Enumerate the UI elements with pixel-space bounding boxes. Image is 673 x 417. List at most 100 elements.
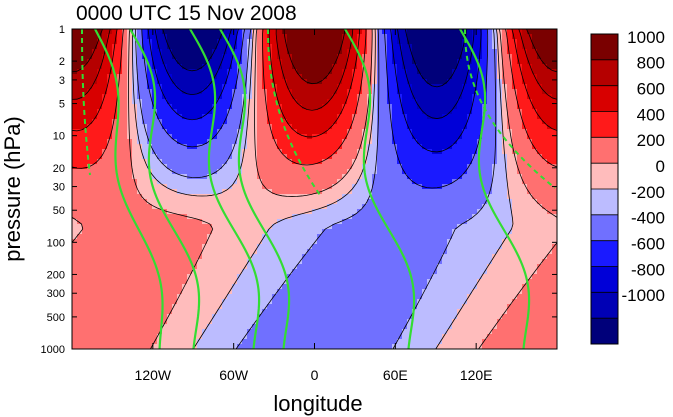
- contour-cell: [292, 129, 298, 135]
- contour-cell: [307, 274, 313, 280]
- contour-cell: [382, 164, 388, 170]
- contour-cell: [122, 44, 128, 50]
- contour-cell: [97, 54, 103, 60]
- contour-cell: [237, 274, 243, 280]
- contour-cell: [182, 149, 188, 155]
- contour-cell: [432, 49, 438, 55]
- contour-cell: [217, 219, 223, 225]
- contour-cell: [247, 234, 253, 240]
- contour-cell: [467, 104, 473, 110]
- contour-cell: [482, 279, 488, 285]
- contour-cell: [217, 104, 223, 110]
- contour-cell: [362, 84, 368, 90]
- contour-cell: [252, 29, 258, 35]
- contour-cell: [102, 214, 108, 220]
- contour-cell: [247, 104, 253, 110]
- contour-cell: [472, 49, 478, 55]
- contour-cell: [287, 34, 293, 40]
- contour-cell: [412, 249, 418, 255]
- contour-cell: [492, 79, 498, 85]
- contour-cell: [342, 149, 348, 155]
- contour-cell: [307, 34, 313, 40]
- contour-cell: [292, 89, 298, 95]
- contour-cell: [112, 209, 118, 215]
- contour-cell: [107, 104, 113, 110]
- contour-cell: [447, 84, 453, 90]
- contour-cell: [102, 39, 108, 45]
- contour-cell: [137, 234, 143, 240]
- contour-cell: [222, 174, 228, 180]
- contour-cell: [337, 169, 343, 175]
- contour-cell: [527, 89, 533, 95]
- contour-cell: [182, 109, 188, 115]
- contour-cell: [542, 109, 548, 115]
- contour-cell: [462, 259, 468, 265]
- contour-cell: [547, 144, 553, 150]
- contour-cell: [107, 64, 113, 70]
- contour-cell: [187, 209, 193, 215]
- contour-cell: [347, 269, 353, 275]
- contour-cell: [362, 254, 368, 260]
- contour-cell: [307, 254, 313, 260]
- contour-cell: [97, 89, 103, 95]
- contour-cell: [517, 144, 523, 150]
- contour-cell: [207, 279, 213, 285]
- contour-cell: [157, 284, 163, 290]
- contour-cell: [392, 44, 398, 50]
- contour-cell: [297, 154, 303, 160]
- contour-cell: [272, 114, 278, 120]
- contour-cell: [327, 104, 333, 110]
- contour-cell: [372, 119, 378, 125]
- contour-cell: [327, 194, 333, 200]
- contour-cell: [272, 269, 278, 275]
- contour-cell: [522, 224, 528, 230]
- contour-cell: [97, 169, 103, 175]
- contour-cell: [227, 164, 233, 170]
- contour-cell: [387, 184, 393, 190]
- contour-cell: [532, 259, 538, 265]
- contour-cell: [532, 149, 538, 155]
- contour-cell: [122, 114, 128, 120]
- contour-cell: [152, 264, 158, 270]
- contour-cell: [547, 29, 553, 35]
- contour-cell: [527, 79, 533, 85]
- contour-cell: [427, 239, 433, 245]
- contour-cell: [402, 184, 408, 190]
- contour-cell: [532, 69, 538, 75]
- contour-cell: [497, 169, 503, 175]
- contour-cell: [157, 169, 163, 175]
- contour-cell: [77, 279, 83, 285]
- contour-cell: [522, 44, 528, 50]
- contour-cell: [72, 34, 78, 40]
- contour-cell: [82, 249, 88, 255]
- contour-cell: [197, 154, 203, 160]
- contour-cell: [197, 29, 203, 35]
- contour-cell: [422, 174, 428, 180]
- contour-cell: [522, 164, 528, 170]
- contour-cell: [462, 279, 468, 285]
- contour-cell: [547, 204, 553, 210]
- contour-cell: [377, 144, 383, 150]
- contour-cell: [182, 34, 188, 40]
- contour-cell: [302, 214, 308, 220]
- contour-cell: [302, 29, 308, 35]
- contour-cell: [412, 154, 418, 160]
- contour-cell: [297, 269, 303, 275]
- contour-cell: [202, 254, 208, 260]
- contour-cell: [197, 69, 203, 75]
- contour-cell: [332, 219, 338, 225]
- contour-cell: [552, 119, 557, 125]
- contour-cell: [187, 164, 193, 170]
- contour-cell: [387, 159, 393, 165]
- contour-cell: [532, 39, 538, 45]
- contour-cell: [462, 149, 468, 155]
- contour-cell: [362, 69, 368, 75]
- contour-cell: [87, 244, 93, 250]
- contour-cell: [77, 39, 83, 45]
- contour-cell: [152, 74, 158, 80]
- contour-cell: [122, 264, 128, 270]
- contour-cell: [447, 204, 453, 210]
- contour-cell: [452, 164, 458, 170]
- contour-cell: [247, 229, 253, 235]
- contour-cell: [277, 59, 283, 65]
